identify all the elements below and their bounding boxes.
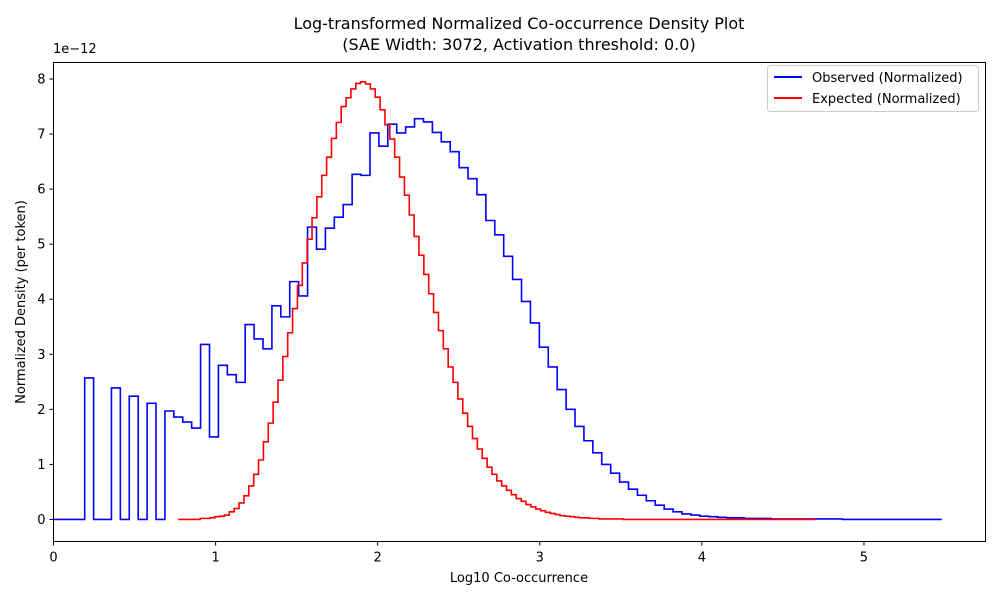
- x-tick-label: 5: [860, 551, 868, 566]
- chart-title: Log-transformed Normalized Co-occurrence…: [294, 14, 745, 33]
- x-tick-label: 1: [211, 551, 219, 566]
- y-tick-label: 0: [37, 513, 45, 528]
- y-axis: 0 1 2 3 4 5 6 7 8: [37, 73, 54, 528]
- y-tick-label: 5: [37, 238, 45, 253]
- x-axis: 0 1 2 3 4 5: [49, 541, 868, 566]
- series-layer: [53, 80, 942, 521]
- x-tick-label: 3: [536, 551, 544, 566]
- y-axis-label: Normalized Density (per token): [14, 200, 29, 404]
- x-tick-label: 2: [374, 551, 382, 566]
- series-line-expected: [178, 80, 816, 521]
- legend: Observed (Normalized) Expected (Normaliz…: [767, 65, 979, 112]
- y-tick-label: 4: [37, 293, 45, 308]
- y-tick-label: 8: [37, 73, 45, 88]
- y-axis-multiplier: 1e−12: [53, 42, 97, 57]
- y-tick-label: 3: [37, 348, 45, 363]
- series-line-observed: [53, 117, 942, 521]
- x-axis-label: Log10 Co-occurrence: [450, 571, 588, 586]
- y-tick-label: 6: [37, 183, 45, 198]
- x-tick-label: 0: [49, 551, 57, 566]
- plot-frame: [53, 62, 986, 542]
- legend-box: [767, 65, 979, 112]
- y-tick-label: 2: [37, 403, 45, 418]
- x-tick-label: 4: [698, 551, 706, 566]
- y-tick-label: 7: [37, 128, 45, 143]
- legend-label-expected: Expected (Normalized): [812, 92, 961, 107]
- y-tick-label: 1: [37, 458, 45, 473]
- chart-subtitle: (SAE Width: 3072, Activation threshold: …: [342, 35, 695, 54]
- legend-label-observed: Observed (Normalized): [812, 71, 963, 86]
